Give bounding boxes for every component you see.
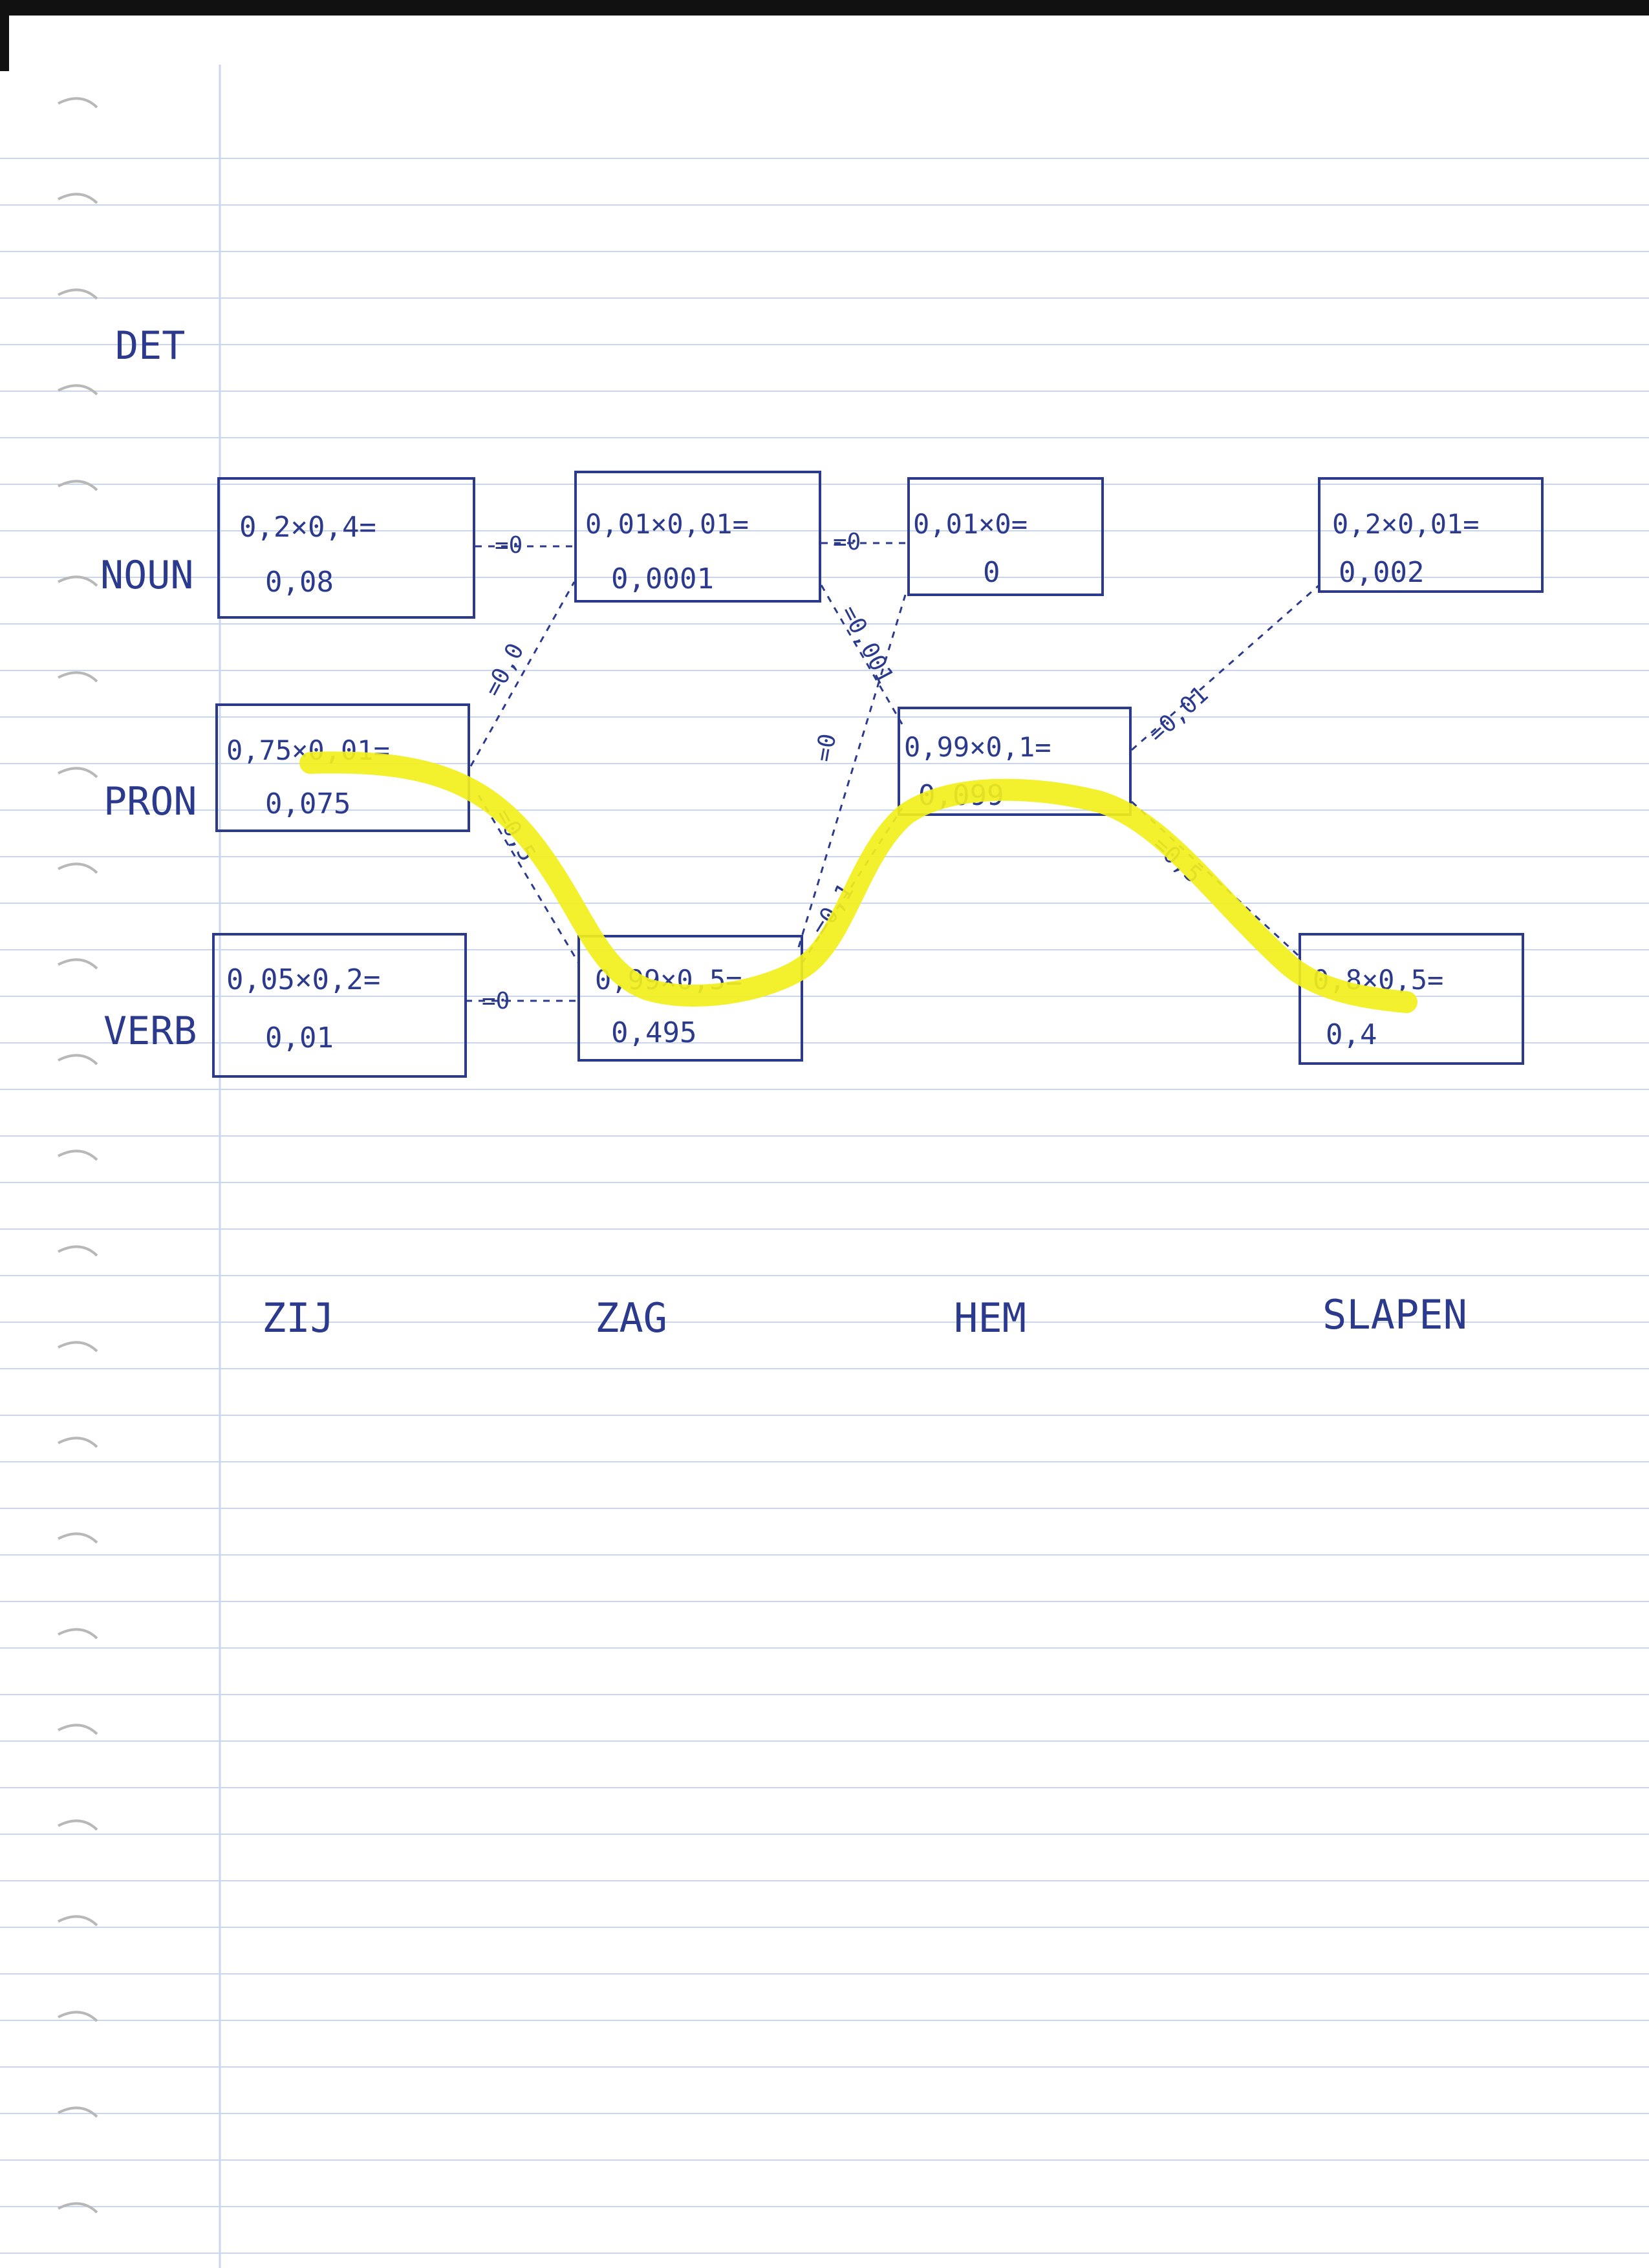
edge-verb-zag-noun-hem	[797, 594, 907, 948]
cell-noun-slapen: 0,2×0,01= 0,002	[1318, 477, 1544, 593]
cell-formula: 0,01×0,01=	[585, 508, 749, 540]
binder-hole	[58, 958, 98, 970]
edge-label-noun-zag-noun-hem: =0	[833, 529, 861, 555]
cell-result: 0,08	[265, 566, 334, 599]
cell-box	[1318, 477, 1544, 593]
edge-pron-zij-noun-zag	[469, 581, 576, 767]
edge-label-verb-zag-noun-hem: =0	[810, 732, 841, 764]
binder-hole	[58, 2011, 98, 2022]
word-labels: ZIJ ZAG HEM SLAPEN	[262, 1291, 1467, 1342]
cell-result: 0,495	[611, 1016, 696, 1049]
binder-hole	[58, 1245, 98, 1257]
binder-holes	[58, 97, 98, 2214]
edge-noun-zag-pron-hem	[820, 584, 903, 725]
binder-hole	[58, 1915, 98, 1927]
trellis-cells: 0,2×0,4= 0,08 0,75×0,01= 0,075 0,05×0,2=…	[212, 471, 1544, 1078]
binder-hole	[58, 480, 98, 491]
cell-result: 0,4	[1326, 1018, 1377, 1051]
cell-box	[1299, 933, 1524, 1065]
binder-hole	[58, 384, 98, 396]
cell-result: 0	[983, 556, 1000, 589]
cell-verb-zij: 0,05×0,2= 0,01	[212, 933, 467, 1078]
row-label-det: DET	[115, 323, 185, 369]
row-label-noun: NOUN	[100, 553, 194, 598]
binder-hole	[58, 671, 98, 683]
binder-hole	[58, 97, 98, 109]
binder-hole	[58, 2106, 98, 2118]
binder-hole	[58, 575, 98, 587]
cell-formula: 0,2×0,4=	[239, 511, 376, 544]
cell-box	[574, 471, 821, 603]
cell-formula: 0,99×0,1=	[904, 731, 1051, 763]
edge-label-pron-hem-noun-slapen: =0,01	[1144, 681, 1214, 748]
cell-formula: 0,2×0,01=	[1332, 508, 1480, 540]
edge-label-verb-zij-verb-zag: =0	[482, 988, 510, 1014]
cell-formula: 0,01×0=	[913, 508, 1028, 540]
cell-formula: 0,05×0,2=	[226, 963, 380, 996]
best-path-highlight	[299, 751, 1417, 1013]
binder-hole	[58, 1341, 98, 1353]
binder-hole	[58, 862, 98, 874]
row-labels: DET NOUN PRON VERB	[100, 323, 197, 1054]
cell-box	[577, 935, 803, 1062]
binder-hole	[58, 2202, 98, 2214]
word-label-hem: HEM	[954, 1294, 1026, 1342]
word-label-slapen: SLAPEN	[1322, 1291, 1467, 1338]
binder-hole	[58, 288, 98, 300]
edge-label-noun-zij-noun-zag: =0	[495, 532, 523, 559]
binder-hole	[58, 767, 98, 778]
cell-result: 0,075	[265, 787, 350, 820]
scan-top-border	[0, 0, 1649, 16]
cell-noun-zij: 0,2×0,4= 0,08	[217, 477, 475, 619]
cell-box	[907, 477, 1104, 596]
ruled-lines	[0, 158, 1649, 2254]
word-label-zag: ZAG	[595, 1294, 667, 1342]
cell-result: 0,002	[1339, 556, 1424, 589]
cell-box	[898, 707, 1132, 816]
row-label-pron: PRON	[103, 779, 197, 824]
binder-hole	[58, 1054, 98, 1065]
binder-hole	[58, 1437, 98, 1448]
scan-left-border	[0, 0, 9, 71]
binder-hole	[58, 1150, 98, 1161]
row-label-verb: VERB	[103, 1009, 197, 1054]
edge-label-noun-zag-pron-hem: =0,001	[835, 601, 898, 688]
binder-hole	[58, 1819, 98, 1831]
word-label-zij: ZIJ	[262, 1294, 334, 1342]
cell-box	[215, 703, 470, 832]
cell-box	[217, 477, 475, 619]
cell-noun-zag: 0,01×0,01= 0,0001	[574, 471, 821, 603]
cell-noun-hem: 0,01×0= 0	[907, 477, 1104, 596]
cell-result: 0,0001	[611, 562, 714, 595]
edge-pron-hem-noun-slapen	[1131, 584, 1320, 751]
binder-hole	[58, 1628, 98, 1640]
binder-hole	[58, 193, 98, 204]
cell-box	[212, 933, 467, 1078]
binder-hole	[58, 1724, 98, 1735]
cell-result: 0,01	[265, 1022, 334, 1054]
binder-hole	[58, 1532, 98, 1544]
